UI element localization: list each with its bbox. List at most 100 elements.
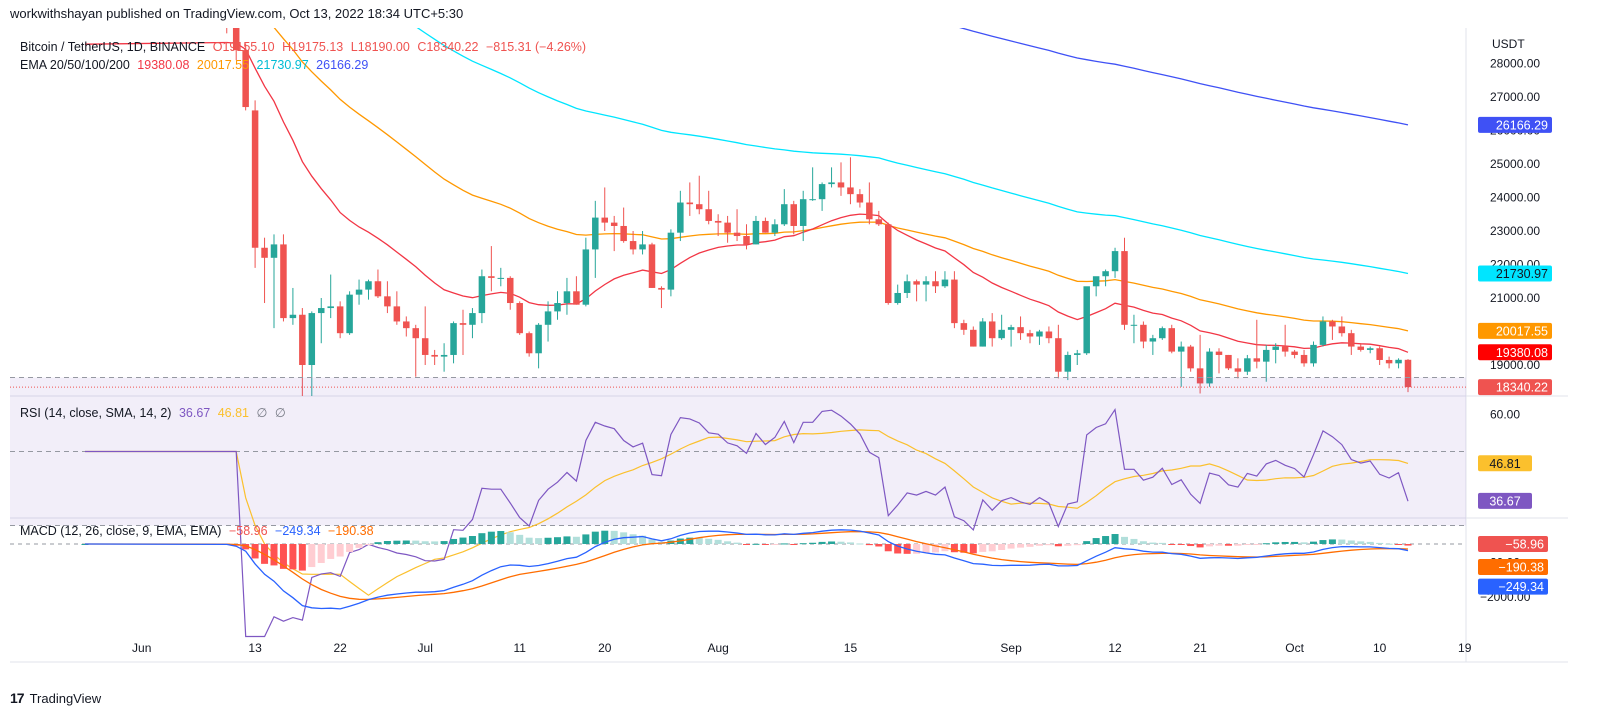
- brand-name[interactable]: TradingView: [29, 690, 102, 706]
- time-tick-label: 19: [1458, 641, 1472, 655]
- candle-body: [960, 323, 968, 330]
- candle: [885, 222, 892, 305]
- candle-body: [837, 182, 845, 188]
- macd-histogram-bar: [242, 544, 250, 550]
- macd-histogram-bar: [705, 538, 713, 544]
- candle: [450, 321, 457, 364]
- candle-body: [648, 244, 656, 288]
- time-tick-label: Aug: [707, 641, 728, 655]
- time-tick-label: Oct: [1285, 641, 1304, 655]
- candle-body: [336, 306, 344, 334]
- candle-body: [232, 28, 240, 51]
- rsi-label[interactable]: RSI (14, close, SMA, 14, 2): [20, 406, 172, 420]
- candle-body: [440, 354, 448, 357]
- macd-histogram-bar: [846, 542, 854, 544]
- macd-histogram-bar: [1404, 544, 1412, 546]
- candle: [979, 318, 986, 347]
- candle-body: [922, 281, 930, 285]
- macd-histogram-bar: [1347, 540, 1355, 544]
- candle: [478, 269, 486, 324]
- macd-histogram-bar: [383, 541, 391, 544]
- candle: [421, 306, 429, 365]
- candle-body: [714, 220, 722, 223]
- candle-body: [1376, 348, 1383, 360]
- candle: [667, 229, 675, 297]
- candle-body: [1215, 351, 1223, 355]
- ema-label[interactable]: EMA 20/50/100/200: [20, 58, 130, 72]
- macd-histogram-bar: [1328, 539, 1336, 544]
- candle-body: [1159, 328, 1166, 339]
- candle: [1111, 247, 1119, 278]
- macd-histogram-bar: [506, 532, 514, 544]
- candle-body: [988, 321, 996, 339]
- macd-line: [84, 529, 1409, 610]
- macd-histogram-bar: [478, 533, 486, 544]
- candle-body: [724, 222, 731, 233]
- candle: [1338, 316, 1346, 337]
- macd-histogram-bar: [988, 544, 996, 552]
- change-value: −815.31 (−4.26%): [485, 40, 587, 54]
- macd-line-value: −249.34: [275, 524, 321, 538]
- candle: [1234, 358, 1242, 379]
- candle-body: [696, 204, 703, 210]
- ema-lines: [84, 28, 1409, 353]
- candle-body: [1244, 358, 1251, 372]
- candle: [1329, 319, 1336, 340]
- macd-histogram-bar: [856, 543, 864, 545]
- candle-body: [875, 219, 883, 225]
- candle-body: [1092, 276, 1100, 287]
- candle: [620, 207, 627, 243]
- macd-histogram-bar: [979, 544, 987, 552]
- macd-histogram-bar: [591, 531, 599, 544]
- macd-histogram-bar: [1300, 542, 1308, 544]
- macd-signal-value: −190.38: [328, 524, 374, 538]
- macd-histogram-bar: [1187, 544, 1195, 547]
- macd-value-box: [1478, 578, 1548, 595]
- candle: [847, 157, 854, 205]
- candle: [1130, 314, 1138, 344]
- candle: [488, 246, 495, 292]
- candle-body: [459, 323, 467, 325]
- candle: [299, 308, 306, 396]
- candle-body: [384, 296, 391, 307]
- candle: [232, 28, 240, 61]
- macd-histogram-bar: [752, 543, 760, 545]
- macd-histogram-bar: [365, 544, 372, 545]
- candle: [1225, 354, 1232, 371]
- candle: [970, 326, 977, 347]
- candle-body: [847, 187, 854, 195]
- candle-body: [516, 303, 523, 334]
- rsi-extra-2: ∅: [274, 406, 286, 420]
- candle: [507, 276, 514, 310]
- candle-body: [903, 281, 911, 293]
- macd-histogram-bar: [1035, 544, 1043, 546]
- footer: 17 TradingView: [10, 690, 101, 706]
- macd-histogram-bar: [336, 544, 344, 557]
- tradingview-logo-icon[interactable]: 17: [10, 690, 25, 706]
- macd-histogram-bar: [1139, 541, 1147, 544]
- macd-histogram-bar: [922, 544, 930, 554]
- candle-body: [620, 225, 627, 242]
- candle-body: [1168, 328, 1175, 352]
- rsi-ma-line: [85, 429, 1409, 596]
- macd-value-box: [1478, 559, 1548, 576]
- macd-label[interactable]: MACD (12, 26, close, 9, EMA, EMA): [20, 524, 222, 538]
- candle: [469, 308, 476, 339]
- macd-histogram-bar: [421, 541, 429, 544]
- price-label: 21730.97: [1496, 267, 1548, 281]
- macd-histogram-bar: [450, 538, 458, 544]
- candle: [686, 182, 694, 216]
- candle-body: [1007, 327, 1015, 330]
- macd-histogram-bar: [686, 537, 694, 544]
- rsi-value: 36.67: [178, 406, 211, 420]
- price-tick-label: 23000.00: [1490, 224, 1540, 238]
- candle: [696, 175, 703, 215]
- candle: [261, 237, 268, 304]
- symbol-name[interactable]: Bitcoin / TetherUS, 1D, BINANCE: [20, 40, 206, 54]
- candle-body: [1045, 331, 1053, 339]
- price-labels: 26166.29 21730.97 20017.55 19380.08 18340.22: [10, 116, 1552, 396]
- candle-body: [488, 276, 495, 278]
- candle-body: [1366, 348, 1374, 350]
- macd-histogram-bar: [1121, 536, 1128, 544]
